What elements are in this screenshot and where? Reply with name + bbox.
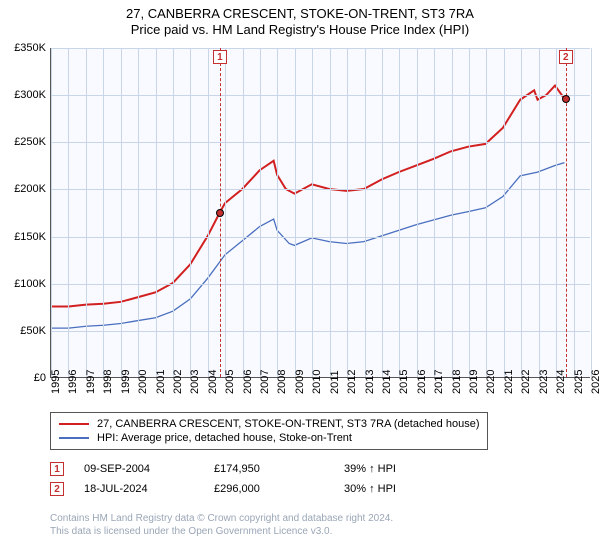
legend: 27, CANBERRA CRESCENT, STOKE-ON-TRENT, S…: [50, 412, 488, 450]
x-axis-label: 2010: [311, 370, 323, 394]
x-axis-label: 2012: [346, 370, 358, 394]
y-axis-label: £150K: [0, 231, 46, 243]
x-axis-label: 2016: [416, 370, 428, 394]
legend-swatch-hpi: [59, 437, 89, 439]
legend-row-1: 27, CANBERRA CRESCENT, STOKE-ON-TRENT, S…: [59, 417, 479, 431]
sale-row-2: 2 18-JUL-2024 £296,000 30% ↑ HPI: [50, 482, 454, 496]
legend-label-hpi: HPI: Average price, detached house, Stok…: [97, 432, 352, 444]
x-axis-label: 2011: [329, 370, 341, 394]
x-axis-label: 2022: [520, 370, 532, 394]
x-axis-label: 2017: [433, 370, 445, 394]
sale-marker-dot-2: [562, 95, 570, 103]
chart-area: 12 £0£50K£100K£150K£200K£250K£300K£350K1…: [0, 42, 600, 402]
x-axis-label: 2024: [555, 370, 567, 394]
title-line2: Price paid vs. HM Land Registry's House …: [0, 22, 600, 38]
y-axis-label: £300K: [0, 89, 46, 101]
sale-diff-2: 30% ↑ HPI: [344, 483, 454, 495]
x-axis-label: 2007: [259, 370, 271, 394]
sale-diff-1: 39% ↑ HPI: [344, 463, 454, 475]
y-axis-label: £0: [0, 372, 46, 384]
y-axis-label: £250K: [0, 136, 46, 148]
x-axis-label: 2018: [451, 370, 463, 394]
x-axis-label: 2003: [189, 370, 201, 394]
sale-marker-dot-1: [216, 209, 224, 217]
sale-events: 1 09-SEP-2004 £174,950 39% ↑ HPI 2 18-JU…: [50, 462, 454, 502]
x-axis-label: 2006: [242, 370, 254, 394]
x-axis-label: 1998: [102, 370, 114, 394]
title-block: 27, CANBERRA CRESCENT, STOKE-ON-TRENT, S…: [0, 0, 600, 39]
x-axis-label: 1999: [120, 370, 132, 394]
sale-marker-2: 2: [50, 482, 64, 496]
y-axis-label: £350K: [0, 42, 46, 54]
x-axis-label: 2002: [172, 370, 184, 394]
sale-marker-1: 1: [50, 462, 64, 476]
x-axis-label: 2001: [155, 370, 167, 394]
x-axis-label: 2020: [485, 370, 497, 394]
x-axis-label: 2025: [573, 370, 585, 394]
footer-line2: This data is licensed under the Open Gov…: [50, 525, 393, 538]
x-axis-label: 1996: [67, 370, 79, 394]
footer: Contains HM Land Registry data © Crown c…: [50, 512, 393, 538]
sale-marker-box-2: 2: [559, 50, 573, 64]
x-axis-label: 2005: [224, 370, 236, 394]
sale-date-2: 18-JUL-2024: [84, 483, 194, 495]
y-axis-label: £50K: [0, 325, 46, 337]
x-axis-label: 2009: [294, 370, 306, 394]
x-axis-label: 2019: [468, 370, 480, 394]
plot-area: 12: [50, 48, 590, 378]
x-axis-label: 2015: [398, 370, 410, 394]
title-line1: 27, CANBERRA CRESCENT, STOKE-ON-TRENT, S…: [0, 6, 600, 22]
x-axis-label: 2021: [503, 370, 515, 394]
x-axis-label: 2004: [207, 370, 219, 394]
x-axis-label: 1995: [50, 370, 62, 394]
sale-price-1: £174,950: [214, 463, 324, 475]
legend-swatch-price: [59, 423, 89, 425]
x-axis-label: 2013: [364, 370, 376, 394]
x-axis-label: 1997: [85, 370, 97, 394]
legend-row-2: HPI: Average price, detached house, Stok…: [59, 431, 479, 445]
chart-container: 27, CANBERRA CRESCENT, STOKE-ON-TRENT, S…: [0, 0, 600, 560]
sale-price-2: £296,000: [214, 483, 324, 495]
sale-marker-box-1: 1: [213, 50, 227, 64]
y-axis-label: £100K: [0, 278, 46, 290]
x-axis-label: 2000: [137, 370, 149, 394]
footer-line1: Contains HM Land Registry data © Crown c…: [50, 512, 393, 525]
y-axis-label: £200K: [0, 183, 46, 195]
legend-label-price: 27, CANBERRA CRESCENT, STOKE-ON-TRENT, S…: [97, 418, 479, 430]
sale-date-1: 09-SEP-2004: [84, 463, 194, 475]
series-price_paid: [51, 86, 564, 307]
line-svg: [51, 48, 590, 377]
sale-row-1: 1 09-SEP-2004 £174,950 39% ↑ HPI: [50, 462, 454, 476]
x-axis-label: 2014: [381, 370, 393, 394]
x-axis-label: 2008: [276, 370, 288, 394]
x-axis-label: 2026: [590, 370, 600, 394]
x-axis-label: 2023: [538, 370, 550, 394]
